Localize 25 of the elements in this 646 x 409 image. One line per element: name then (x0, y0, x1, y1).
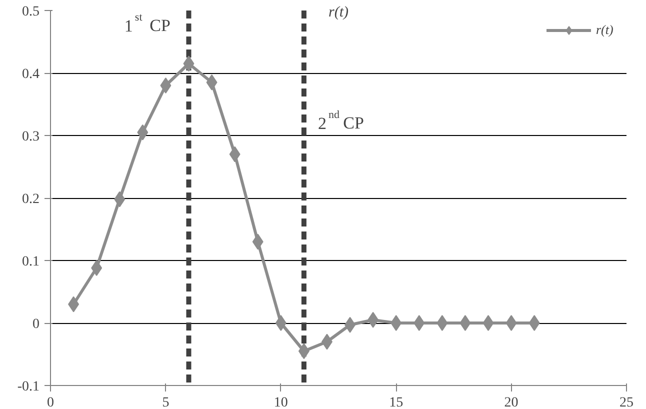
point (528, 315, 540, 331)
y-tick-label: 0.5 (22, 4, 40, 20)
point (390, 315, 402, 331)
y-tick-label: 0.3 (22, 130, 40, 144)
point (460, 315, 471, 331)
x-tick-label: 5 (162, 396, 170, 409)
x-tick-label: 15 (389, 396, 404, 409)
x-tick-label: 20 (504, 396, 518, 409)
y-tick-label: 0.1 (22, 254, 40, 270)
point (414, 315, 425, 331)
chart-title: r(t) (328, 4, 348, 20)
point (275, 315, 286, 331)
point (482, 315, 494, 331)
point (91, 260, 102, 276)
y-tick-label: 0.2 (22, 192, 40, 207)
y-tick-label: 0 (32, 317, 40, 332)
point (436, 315, 448, 331)
y-tick-label: -0.1 (17, 380, 40, 394)
x-tick-label: 25 (620, 396, 634, 409)
legend-label: r(t) (596, 22, 614, 38)
x-tick-label: 10 (274, 396, 288, 409)
x-tick-label: 0 (47, 396, 54, 409)
y-tick-label: 0.4 (22, 67, 40, 82)
point (506, 315, 517, 331)
point (160, 78, 172, 94)
